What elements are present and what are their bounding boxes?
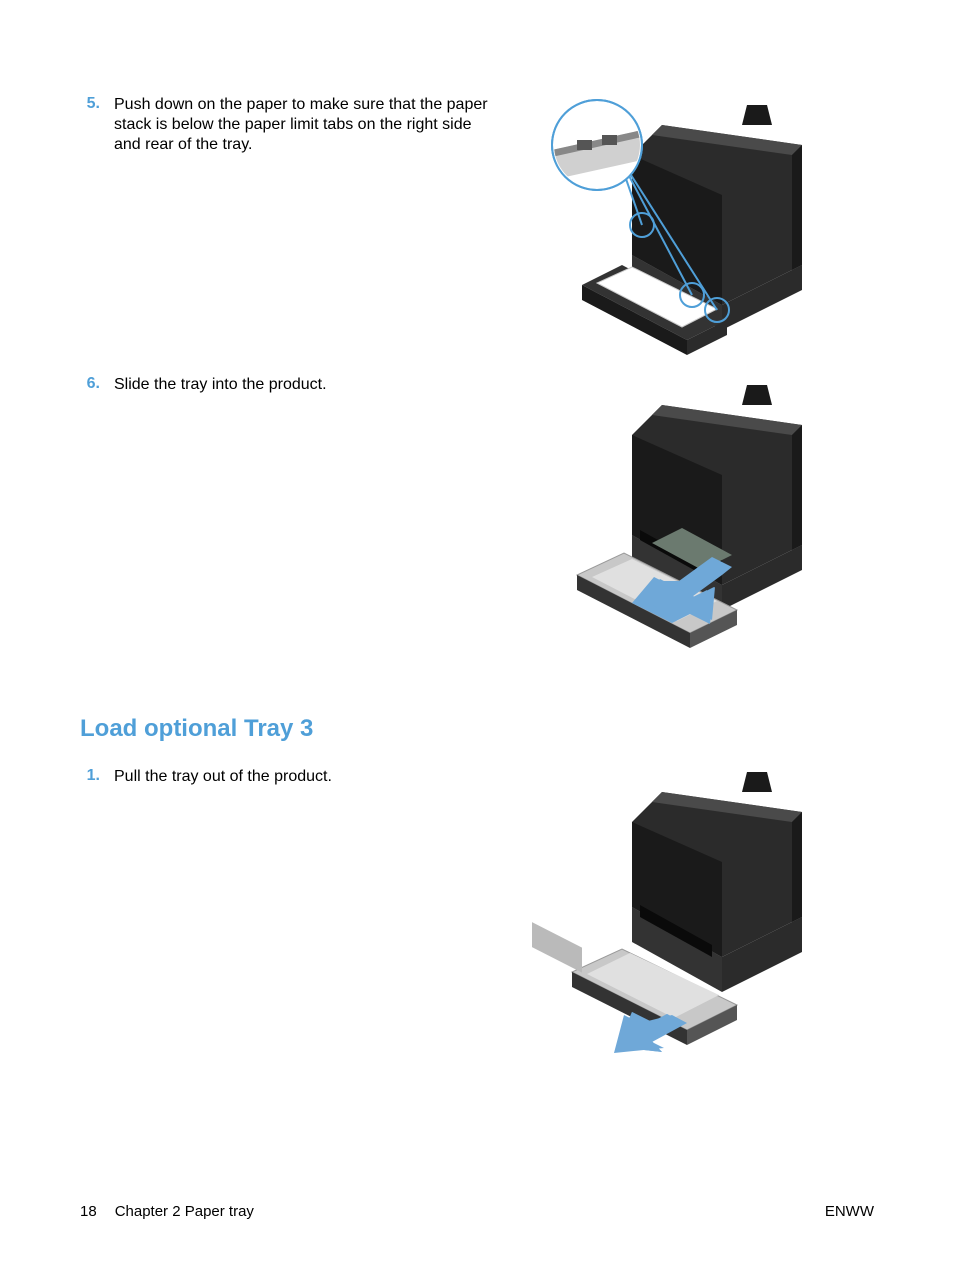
page-footer: 18 Chapter 2 Paper tray ENWW (80, 1203, 874, 1220)
step-figure-column (490, 767, 874, 1067)
step-row: 6. Slide the tray into the product. (80, 375, 874, 655)
printer-figure-arrow-out (522, 767, 842, 1067)
step-text-column: 5. Push down on the paper to make sure t… (80, 95, 490, 155)
page-number: 18 (80, 1203, 97, 1220)
step-row: 1. Pull the tray out of the product. (80, 767, 874, 1067)
step-number: 6. (80, 375, 114, 393)
footer-left: 18 Chapter 2 Paper tray (80, 1203, 254, 1220)
step-figure-column (490, 95, 874, 375)
step-row: 5. Push down on the paper to make sure t… (80, 95, 874, 375)
section-heading: Load optional Tray 3 (80, 715, 874, 743)
step-text: Pull the tray out of the product. (114, 767, 332, 787)
footer-right: ENWW (825, 1203, 874, 1220)
step-figure-column (490, 375, 874, 655)
step-text: Push down on the paper to make sure that… (114, 95, 490, 155)
chapter-label: Chapter 2 Paper tray (115, 1203, 254, 1220)
step-text: Slide the tray into the product. (114, 375, 327, 395)
step-text-column: 6. Slide the tray into the product. (80, 375, 490, 395)
step-number: 1. (80, 767, 114, 785)
printer-figure-arrow-in (522, 375, 842, 655)
manual-page: 5. Push down on the paper to make sure t… (0, 0, 954, 1270)
printer-figure-callouts (522, 95, 842, 375)
step-number: 5. (80, 95, 114, 113)
step-text-column: 1. Pull the tray out of the product. (80, 767, 490, 787)
